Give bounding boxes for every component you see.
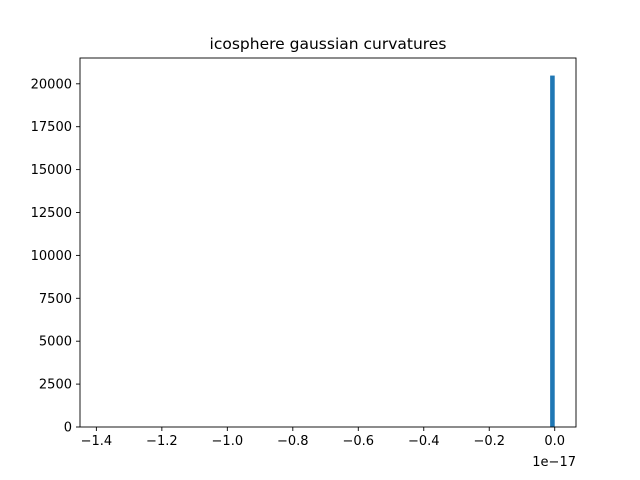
y-tick-label: 20000 [31, 77, 72, 92]
x-tick-label: −0.6 [342, 434, 374, 449]
plot-area [79, 57, 577, 428]
y-axis: 0 2500 5000 7500 10000 12500 15000 17500 20000 [31, 77, 80, 436]
x-tick-label: −0.2 [473, 434, 505, 449]
chart-title: icosphere gaussian curvatures [210, 35, 447, 53]
y-tick-label: 7500 [39, 292, 72, 307]
x-axis-offset-label: 1e−17 [532, 455, 576, 470]
x-tick-label: −0.8 [277, 434, 309, 449]
x-tick-label: −1.4 [81, 434, 113, 449]
x-tick-label: 0.0 [544, 434, 565, 449]
y-tick-label: 2500 [39, 378, 72, 393]
y-tick-label: 15000 [31, 163, 72, 178]
histogram-bar [550, 75, 555, 428]
x-tick-label: −0.4 [408, 434, 440, 449]
y-tick-label: 17500 [31, 120, 72, 135]
x-tick-label: −1.2 [146, 434, 178, 449]
y-tick-label: 10000 [31, 249, 72, 264]
x-axis: −1.4 −1.2 −1.0 −0.8 −0.6 −0.4 −0.2 0.0 [81, 427, 565, 449]
y-tick-label: 5000 [39, 335, 72, 350]
y-tick-label: 12500 [31, 206, 72, 221]
y-tick-label: 0 [64, 421, 72, 436]
x-tick-label: −1.0 [212, 434, 244, 449]
plot-frame [79, 57, 577, 428]
